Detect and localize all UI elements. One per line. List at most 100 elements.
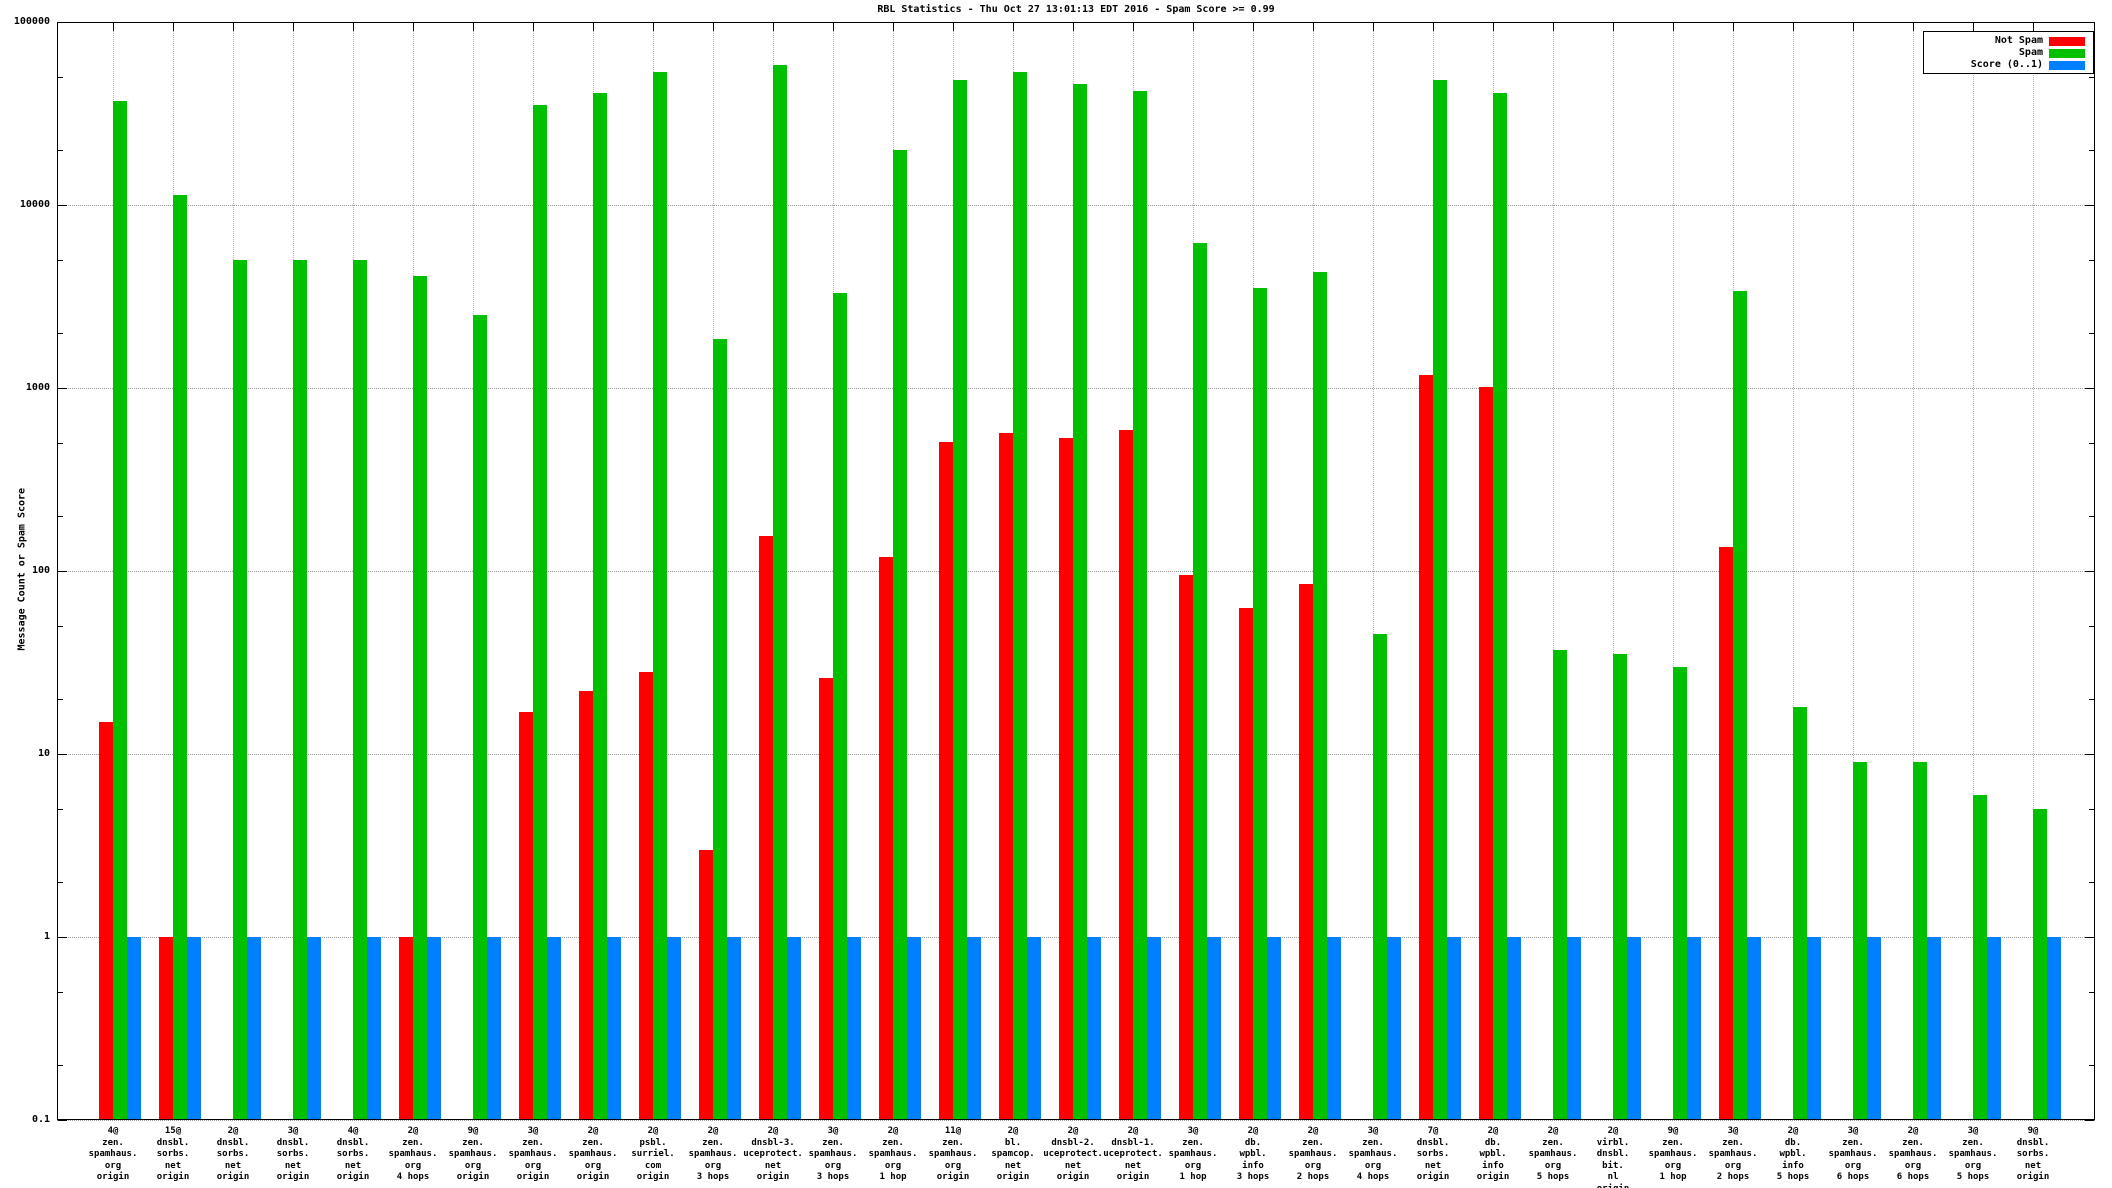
- x-gridline: [1373, 22, 1374, 1120]
- x-category-label: dnsbl.: [2016, 1137, 2050, 1148]
- x-top-tick: [1733, 23, 1734, 31]
- chart-title: RBL Statistics - Thu Oct 27 13:01:13 EDT…: [877, 4, 1275, 15]
- x-category-label: 15@: [164, 1126, 182, 1136]
- score-bar: [907, 937, 921, 1119]
- y-major-tick: [58, 388, 67, 389]
- y-major-tick: [58, 937, 67, 938]
- x-category-label: zen.: [1902, 1137, 1924, 1148]
- x-category-label: spamhaus.: [1348, 1149, 1398, 1159]
- y-major-tick-right: [2085, 754, 2094, 755]
- x-category-label: 5 hops: [1776, 1172, 1810, 1182]
- x-category-label: 3@: [1727, 1126, 1739, 1136]
- x-category-label: dnsbl.: [336, 1137, 370, 1148]
- x-category-label: net: [764, 1160, 782, 1171]
- score-bar: [847, 937, 861, 1119]
- x-top-tick: [893, 23, 894, 31]
- x-category-label: spamcop.: [991, 1149, 1035, 1159]
- x-category-label: nl: [1607, 1172, 1619, 1182]
- x-gridline: [1613, 22, 1614, 1120]
- x-category-label: dnsbl.: [156, 1137, 190, 1148]
- x-category-label: origin: [216, 1172, 250, 1182]
- x-category-label: 4@: [347, 1126, 359, 1136]
- x-category-label: spamhaus.: [568, 1149, 618, 1159]
- x-category-label: zen.: [1722, 1137, 1744, 1148]
- x-category-label: 3@: [527, 1126, 539, 1136]
- x-category-label: origin: [1056, 1172, 1090, 1182]
- x-category-label: db.: [1484, 1137, 1502, 1148]
- score-bar: [1087, 937, 1101, 1119]
- score-bar: [2047, 937, 2061, 1119]
- y-tick-label: 10: [37, 748, 50, 759]
- x-category-label: net: [284, 1160, 302, 1171]
- y-major-tick-right: [2085, 388, 2094, 389]
- spam-bar: [1253, 288, 1267, 1119]
- x-category-label: zen.: [1362, 1137, 1384, 1148]
- x-category-label: 3 hops: [1236, 1172, 1270, 1182]
- x-top-tick: [533, 23, 534, 31]
- y-minor-tick-right: [2089, 626, 2094, 628]
- x-category-label: 4@: [107, 1126, 119, 1136]
- x-category-label: org: [404, 1160, 422, 1171]
- x-category-label: 2@: [1067, 1126, 1079, 1136]
- x-category-label: org: [524, 1160, 542, 1171]
- spam-bar: [1493, 92, 1507, 1119]
- score-bar: [1567, 937, 1581, 1119]
- x-gridline: [2033, 22, 2034, 1120]
- score-bar: [1027, 937, 1041, 1119]
- legend-row-not-spam: Not Spam: [1924, 35, 2093, 48]
- x-category-label: dnsbl-1.: [1111, 1137, 1155, 1148]
- spam-bar: [293, 260, 307, 1119]
- not-spam-bar: [639, 672, 653, 1119]
- spam-bar: [833, 293, 847, 1119]
- not-spam-bar: [759, 536, 773, 1119]
- score-bar: [607, 937, 621, 1119]
- x-category-label: zen.: [882, 1137, 904, 1148]
- y-minor-tick-right: [2089, 809, 2094, 811]
- x-category-label: sorbs.: [336, 1149, 370, 1159]
- x-category-label: 4 hops: [396, 1172, 430, 1182]
- spam-bar: [1193, 242, 1207, 1119]
- spam-bar: [533, 105, 547, 1119]
- x-category-label: org: [1964, 1160, 1982, 1171]
- spam-bar: [593, 92, 607, 1119]
- spam-bar: [413, 275, 427, 1119]
- not-spam-bar: [999, 432, 1013, 1119]
- score-bar: [1627, 937, 1641, 1119]
- x-category-label: origin: [936, 1172, 970, 1182]
- x-category-label: 6 hops: [1896, 1172, 1930, 1182]
- x-top-tick: [1253, 23, 1254, 31]
- y-tick-label: 1000: [25, 382, 50, 393]
- x-category-label: 1 hop: [1659, 1172, 1687, 1182]
- x-category-label: spamhaus.: [448, 1149, 498, 1159]
- x-gridline: [1673, 22, 1674, 1120]
- x-category-label: zen.: [1302, 1137, 1324, 1148]
- x-category-label: org: [1664, 1160, 1682, 1171]
- score-swatch: [2049, 61, 2085, 70]
- x-category-label: spamhaus.: [1528, 1149, 1578, 1159]
- x-category-label: 2@: [587, 1126, 599, 1136]
- not-spam-bar: [699, 849, 713, 1119]
- x-category-label: bit.: [1602, 1160, 1624, 1171]
- x-top-tick: [1853, 23, 1854, 31]
- x-category-label: org: [1904, 1160, 1922, 1171]
- x-category-label: spamhaus.: [928, 1149, 978, 1159]
- x-category-label: 2@: [1307, 1126, 1319, 1136]
- x-category-label: spamhaus.: [688, 1149, 738, 1159]
- score-bar: [1327, 937, 1341, 1119]
- x-category-label: 1 hop: [1179, 1172, 1207, 1182]
- spam-bar: [173, 194, 187, 1119]
- x-category-label: origin: [156, 1172, 190, 1182]
- y-minor-tick: [58, 1064, 63, 1066]
- spam-bar: [1373, 634, 1387, 1119]
- x-category-label: 3 hops: [816, 1172, 850, 1182]
- x-category-label: 2@: [1127, 1126, 1139, 1136]
- y-minor-tick-right: [2089, 515, 2094, 517]
- x-category-label: net: [1064, 1160, 1082, 1171]
- x-category-label: spamhaus.: [808, 1149, 858, 1159]
- score-bar: [967, 937, 981, 1119]
- spam-bar: [1853, 762, 1867, 1119]
- x-category-label: zen.: [1962, 1137, 1984, 1148]
- y-minor-tick: [58, 698, 63, 700]
- score-bar: [1867, 937, 1881, 1119]
- x-category-label: zen.: [102, 1137, 124, 1148]
